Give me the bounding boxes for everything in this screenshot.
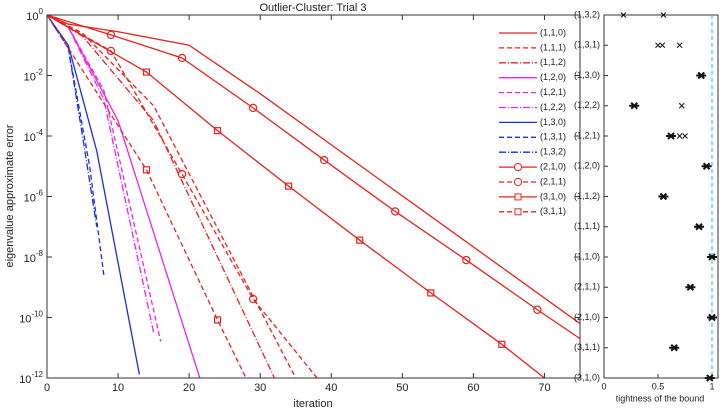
y-tick-label: (1,2,1) (574, 130, 600, 140)
x-tick-label: 10 (112, 382, 124, 394)
marker (391, 207, 400, 216)
y-tick-label: (1,1,2) (574, 191, 600, 201)
mean-marker (695, 223, 703, 231)
legend-label: (2,1,1) (540, 176, 566, 186)
y-axis-label: eigenvalue approximate error (4, 124, 16, 267)
plot-area (47, 15, 580, 378)
trial-marker (620, 12, 627, 18)
x-tick-label: 40 (325, 382, 337, 394)
legend-label: (3,1,1) (540, 206, 566, 216)
legend-label: (1,3,0) (540, 117, 566, 127)
series-line (47, 15, 580, 340)
series-line (47, 15, 141, 375)
x-tick-label: 0 (44, 382, 50, 394)
y-tick-label: (1,2,0) (574, 161, 600, 171)
marker (533, 305, 542, 314)
x-tick-label: 0 (601, 381, 606, 391)
mean-marker (686, 283, 695, 291)
trial-marker (678, 102, 685, 109)
mean-marker (659, 192, 668, 201)
y-tick-label: (1,2,2) (574, 100, 600, 110)
legend-label: (2,1,0) (540, 161, 566, 171)
series-line (47, 15, 247, 378)
x-axis-label: tightness of the bound (616, 393, 705, 403)
x-tick-label: 60 (467, 382, 479, 394)
marker (285, 182, 293, 190)
x-tick-label: 70 (538, 382, 550, 394)
trial-marker (676, 133, 683, 139)
legend-label: (1,1,2) (540, 57, 566, 67)
legend-label: (1,3,2) (540, 147, 566, 157)
legend-marker (513, 177, 523, 187)
marker (142, 68, 151, 76)
marker (177, 169, 187, 179)
trial-marker (676, 42, 683, 49)
trial-marker (659, 42, 666, 49)
legend-label: (1,1,0) (540, 27, 566, 37)
legend-label: (3,1,0) (540, 191, 566, 201)
mean-marker (708, 313, 716, 322)
marker (427, 289, 435, 297)
mean-marker (697, 71, 705, 80)
legend-label: (1,1,1) (540, 42, 566, 52)
series-line (47, 15, 98, 227)
y-tick-label: (1,3,0) (574, 70, 600, 80)
x-tick-label: 0.5 (652, 381, 665, 391)
x-axis-label: iteration (293, 398, 332, 410)
marker (462, 255, 471, 265)
marker (106, 46, 116, 56)
marker (142, 166, 151, 174)
series-line (47, 15, 276, 378)
marker (319, 155, 329, 165)
legend-marker (513, 163, 523, 172)
x-tick-label: 50 (396, 382, 408, 394)
mean-marker (708, 253, 716, 261)
marker (213, 316, 222, 324)
y-tick-label: (1,3,1) (574, 40, 600, 50)
y-tick-label: (1,1,1) (574, 221, 600, 231)
trial-marker (682, 133, 688, 139)
y-tick-label: (1,1,0) (574, 251, 600, 261)
series-line (47, 15, 580, 325)
y-tick-label: (2,1,0) (574, 312, 600, 322)
series-line (47, 15, 545, 378)
trial-marker (655, 42, 661, 49)
y-tick-label: (2,1,1) (574, 282, 600, 292)
legend-marker (514, 193, 522, 201)
marker (248, 294, 258, 304)
x-tick-label: 1 (709, 381, 714, 391)
marker (356, 236, 364, 244)
legend-label: (1,2,2) (540, 102, 566, 112)
mean-marker (670, 344, 678, 352)
legend-label: (1,2,1) (540, 87, 566, 97)
marker (213, 127, 222, 135)
legend-label: (1,2,0) (540, 72, 566, 82)
marker (177, 53, 187, 63)
chart-title: Outlier-Cluster: Trial 3 (260, 2, 367, 14)
y-tick-label: (3,1,1) (574, 342, 600, 352)
marker (498, 340, 506, 348)
trial-marker (660, 12, 667, 18)
legend-label: (1,3,1) (540, 132, 566, 142)
mean-marker (667, 132, 675, 140)
mean-marker (706, 374, 714, 382)
y-tick-label: (1,3,2) (574, 9, 600, 19)
legend-marker (514, 208, 522, 216)
marker (248, 103, 258, 113)
y-tick-label: (3,1,0) (574, 372, 600, 382)
x-tick-label: 30 (254, 382, 266, 394)
series-line (47, 15, 297, 378)
mean-marker (702, 162, 711, 170)
mean-marker (630, 102, 638, 110)
marker (106, 30, 116, 40)
x-tick-label: 20 (183, 382, 195, 394)
